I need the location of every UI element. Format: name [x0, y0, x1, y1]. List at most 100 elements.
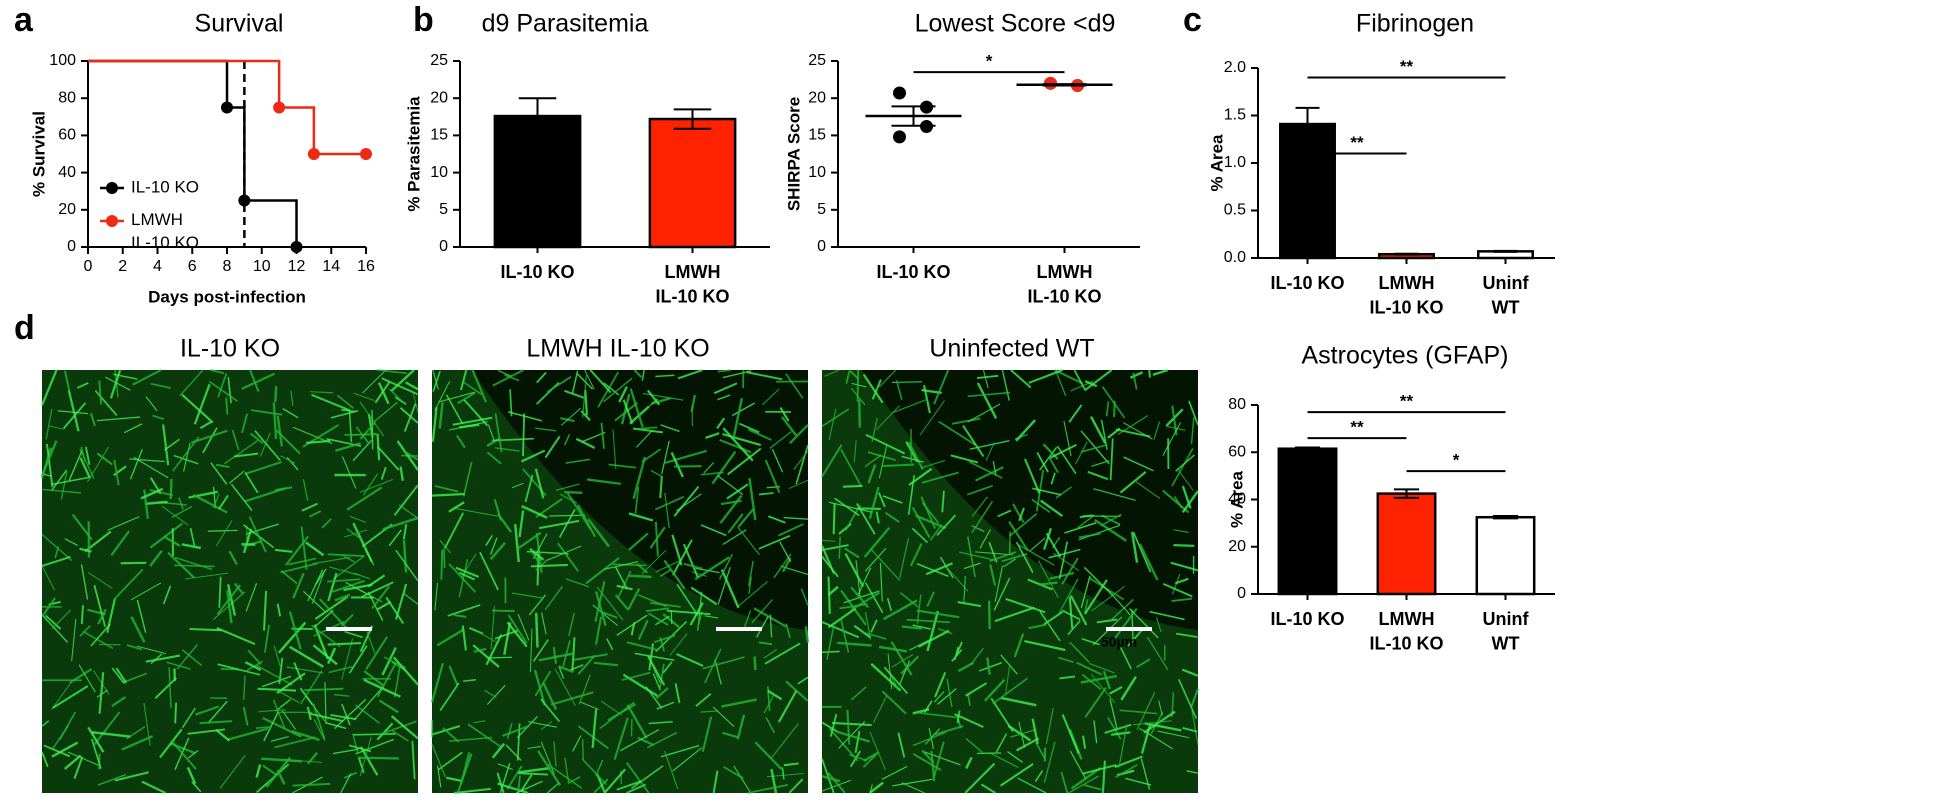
cell-process [276, 672, 306, 694]
cell-process [71, 513, 93, 541]
cell-process [216, 627, 256, 646]
cell-process [291, 729, 320, 742]
cell-process [162, 585, 172, 605]
significance-label: ** [1350, 133, 1364, 152]
cell-process [578, 674, 591, 705]
cell-process [789, 423, 809, 445]
cell-process [411, 740, 416, 780]
cell-process [312, 644, 338, 666]
cell-process [878, 369, 897, 388]
panel-letter: c [1183, 1, 1202, 39]
cell-process [1123, 422, 1153, 440]
cell-process [412, 391, 419, 413]
cell-process [765, 716, 776, 734]
cell-process [152, 414, 165, 420]
cell-process [572, 735, 582, 752]
cell-process [743, 610, 752, 630]
cell-process [987, 600, 991, 630]
cell-process [872, 695, 888, 724]
cell-process [700, 524, 727, 537]
cell-process [1155, 617, 1162, 633]
cell-process [302, 479, 309, 501]
cell-process [1102, 670, 1112, 690]
cell-process [1130, 531, 1139, 563]
cell-process [648, 721, 673, 725]
cell-process [1062, 609, 1081, 621]
cell-process [921, 471, 959, 484]
cell-process [626, 704, 648, 739]
cell-process [438, 402, 444, 429]
cell-process [150, 382, 171, 389]
cell-process [67, 390, 80, 432]
error-bar [1295, 106, 1320, 142]
cell-process [376, 445, 400, 471]
cell-process [78, 664, 96, 693]
cell-process [130, 616, 146, 643]
cell-process [281, 710, 297, 730]
cell-process [79, 625, 91, 637]
cell-process [217, 494, 229, 510]
cell-process [107, 516, 140, 531]
cell-process [48, 425, 64, 430]
cell-process [864, 582, 884, 614]
cell-process [853, 440, 857, 462]
cell-process [244, 460, 282, 475]
cell-process [876, 405, 900, 431]
cell-process [912, 624, 932, 630]
bar [648, 117, 737, 249]
cell-process [943, 564, 969, 592]
cell-process [850, 387, 866, 406]
y-tick-label: 1.0 [1224, 154, 1246, 171]
cell-process [1157, 730, 1190, 739]
cell-process [346, 528, 362, 540]
cell-process [650, 469, 664, 478]
cell-process [736, 581, 768, 608]
cell-process [544, 435, 561, 459]
cell-process [672, 539, 693, 576]
cell-process [933, 369, 950, 405]
cell-process [921, 502, 940, 524]
cell-process [654, 634, 676, 644]
cell-process [243, 675, 246, 700]
cell-process [966, 536, 976, 578]
cell-process [215, 520, 233, 547]
cell-process [506, 765, 523, 790]
cell-process [882, 463, 915, 468]
cell-process [503, 622, 512, 655]
cell-process [244, 661, 262, 672]
cell-process [233, 452, 259, 458]
cell-process [171, 741, 197, 770]
cell-process [770, 768, 778, 794]
cell-process [1105, 401, 1110, 417]
cell-process [256, 664, 293, 686]
cell-process [530, 563, 568, 568]
cell-process [966, 484, 994, 496]
cell-process [348, 645, 368, 674]
cell-process [593, 778, 609, 794]
cell-process [840, 448, 863, 488]
cell-process [241, 413, 249, 434]
y-tick-label: 10 [430, 164, 448, 181]
cell-process [528, 721, 557, 728]
cell-process [1005, 597, 1046, 614]
y-tick-label: 20 [58, 201, 76, 218]
error-bar [1393, 488, 1420, 499]
cell-process [1136, 692, 1156, 731]
cell-process [312, 703, 326, 740]
cell-process [438, 391, 475, 403]
cell-process [113, 459, 120, 486]
cell-process [664, 449, 708, 465]
cell-process [113, 465, 127, 477]
significance-label: ** [1400, 57, 1414, 76]
panel-letter: b [413, 1, 434, 39]
cell-process [518, 510, 525, 538]
cell-process [453, 787, 491, 795]
cell-process [793, 450, 809, 471]
cell-process [1043, 527, 1053, 550]
cell-process [1113, 400, 1116, 418]
cell-process [64, 754, 82, 770]
cell-process [747, 784, 789, 794]
cell-process [327, 642, 361, 646]
cell-process [1060, 771, 1069, 794]
cell-process [276, 603, 282, 617]
